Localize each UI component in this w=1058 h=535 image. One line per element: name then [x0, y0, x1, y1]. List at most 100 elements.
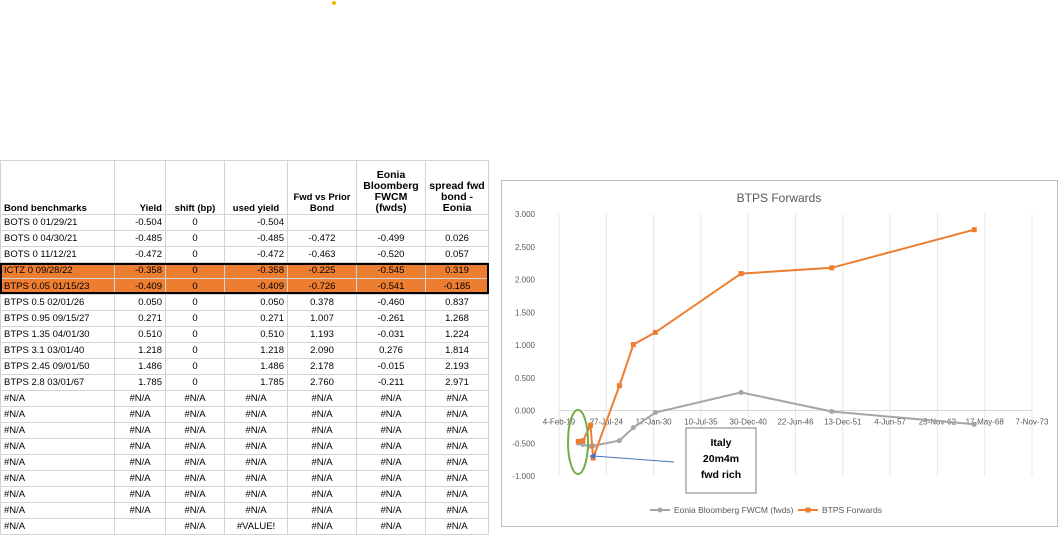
table-cell[interactable]: #N/A	[114, 470, 166, 487]
table-cell[interactable]: -0.358	[224, 262, 288, 279]
table-cell[interactable]: -0.485	[224, 230, 288, 247]
table-cell[interactable]: BOTS 0 11/12/21	[0, 246, 115, 263]
table-cell[interactable]: -0.015	[356, 358, 426, 375]
table-cell[interactable]: #N/A	[224, 390, 288, 407]
table-cell[interactable]: #N/A	[224, 486, 288, 503]
table-cell[interactable]: #N/A	[114, 390, 166, 407]
table-cell[interactable]: -0.463	[287, 246, 357, 263]
table-cell[interactable]: -0.472	[287, 230, 357, 247]
table-cell[interactable]: #N/A	[425, 454, 489, 471]
table-cell[interactable]: #N/A	[114, 454, 166, 471]
table-cell[interactable]: #N/A	[425, 486, 489, 503]
table-cell[interactable]: #N/A	[0, 454, 115, 471]
table-cell[interactable]: #N/A	[287, 502, 357, 519]
table-cell[interactable]: 0.319	[425, 262, 489, 279]
table-cell[interactable]: #N/A	[114, 486, 166, 503]
table-cell[interactable]: #N/A	[114, 502, 166, 519]
table-cell[interactable]: -0.261	[356, 310, 426, 327]
table-cell[interactable]	[356, 214, 426, 231]
header-cell[interactable]: Yield	[114, 160, 166, 215]
table-cell[interactable]: 0.276	[356, 342, 426, 359]
table-cell[interactable]: 0	[165, 294, 225, 311]
table-cell[interactable]: #N/A	[425, 406, 489, 423]
table-cell[interactable]: #N/A	[114, 406, 166, 423]
table-cell[interactable]: #N/A	[165, 470, 225, 487]
table-cell[interactable]: #N/A	[165, 502, 225, 519]
table-cell[interactable]: #N/A	[287, 518, 357, 535]
table-cell[interactable]: 0	[165, 230, 225, 247]
table-cell[interactable]: -0.520	[356, 246, 426, 263]
table-cell[interactable]: #N/A	[425, 470, 489, 487]
table-cell[interactable]: #N/A	[0, 422, 115, 439]
table-cell[interactable]: #N/A	[224, 470, 288, 487]
table-cell[interactable]: #N/A	[0, 518, 115, 535]
table-cell[interactable]: #N/A	[287, 470, 357, 487]
table-cell[interactable]: #N/A	[165, 422, 225, 439]
table-cell[interactable]: 2.971	[425, 374, 489, 391]
table-cell[interactable]: #N/A	[0, 486, 115, 503]
header-cell[interactable]: used yield	[224, 160, 288, 215]
table-cell[interactable]: #N/A	[356, 470, 426, 487]
table-cell[interactable]: #N/A	[0, 390, 115, 407]
table-cell[interactable]: 0.378	[287, 294, 357, 311]
table-cell[interactable]: BTPS 2.45 09/01/50	[0, 358, 115, 375]
table-cell[interactable]: #N/A	[165, 518, 225, 535]
table-cell[interactable]: 1.785	[224, 374, 288, 391]
table-cell[interactable]: 0.050	[114, 294, 166, 311]
table-cell[interactable]: -0.504	[224, 214, 288, 231]
table-cell[interactable]: -0.409	[114, 278, 166, 295]
table-cell[interactable]: -0.031	[356, 326, 426, 343]
table-cell[interactable]: 0.026	[425, 230, 489, 247]
table-cell[interactable]: 0.057	[425, 246, 489, 263]
table-cell[interactable]: 1.218	[224, 342, 288, 359]
table-cell[interactable]: #N/A	[425, 422, 489, 439]
table-cell[interactable]: 1.785	[114, 374, 166, 391]
table-cell[interactable]: 1.486	[114, 358, 166, 375]
table-cell[interactable]: BOTS 0 01/29/21	[0, 214, 115, 231]
table-cell[interactable]: #N/A	[425, 502, 489, 519]
table-cell[interactable]: #N/A	[224, 406, 288, 423]
table-cell[interactable]: #N/A	[356, 438, 426, 455]
table-cell[interactable]: -0.485	[114, 230, 166, 247]
table-cell[interactable]: #N/A	[356, 406, 426, 423]
table-cell[interactable]: 0	[165, 358, 225, 375]
table-cell[interactable]: 2.090	[287, 342, 357, 359]
table-cell[interactable]: 1.814	[425, 342, 489, 359]
table-cell[interactable]: 0.050	[224, 294, 288, 311]
table-cell[interactable]: #N/A	[356, 518, 426, 535]
table-cell[interactable]: #N/A	[356, 486, 426, 503]
table-cell[interactable]: -0.409	[224, 278, 288, 295]
table-cell[interactable]: 0	[165, 374, 225, 391]
table-cell[interactable]: #N/A	[224, 438, 288, 455]
table-cell[interactable]: -0.541	[356, 278, 426, 295]
table-cell[interactable]: #N/A	[165, 406, 225, 423]
table-cell[interactable]: #N/A	[356, 422, 426, 439]
table-cell[interactable]	[114, 518, 166, 535]
table-cell[interactable]: #N/A	[0, 406, 115, 423]
header-cell[interactable]: spread fwd bond - Eonia	[425, 160, 489, 215]
table-cell[interactable]: #N/A	[287, 406, 357, 423]
table-cell[interactable]: 1.486	[224, 358, 288, 375]
table-cell[interactable]: 0	[165, 262, 225, 279]
header-cell[interactable]: Fwd vs Prior Bond	[287, 160, 357, 215]
table-cell[interactable]: 1.193	[287, 326, 357, 343]
table-cell[interactable]: #N/A	[165, 438, 225, 455]
table-cell[interactable]: -0.504	[114, 214, 166, 231]
header-cell[interactable]: shift (bp)	[165, 160, 225, 215]
table-cell[interactable]: ICTZ 0 09/28/22	[0, 262, 115, 279]
table-cell[interactable]: 0.837	[425, 294, 489, 311]
header-cell[interactable]: Eonia Bloomberg FWCM (fwds)	[356, 160, 426, 215]
table-cell[interactable]: 1.268	[425, 310, 489, 327]
table-cell[interactable]	[287, 214, 357, 231]
chart-area[interactable]: BTPS Forwards -1.000 -0.500 0.000 0.500 1.00…	[501, 180, 1058, 527]
table-cell[interactable]: -0.211	[356, 374, 426, 391]
table-cell[interactable]: #N/A	[0, 470, 115, 487]
table-cell[interactable]: #N/A	[425, 518, 489, 535]
table-cell[interactable]: 0.271	[224, 310, 288, 327]
table-cell[interactable]: -0.358	[114, 262, 166, 279]
table-cell[interactable]: #N/A	[0, 502, 115, 519]
table-cell[interactable]: BOTS 0 04/30/21	[0, 230, 115, 247]
table-cell[interactable]: #N/A	[425, 438, 489, 455]
table-cell[interactable]: 1.218	[114, 342, 166, 359]
table-cell[interactable]: BTPS 1.35 04/01/30	[0, 326, 115, 343]
